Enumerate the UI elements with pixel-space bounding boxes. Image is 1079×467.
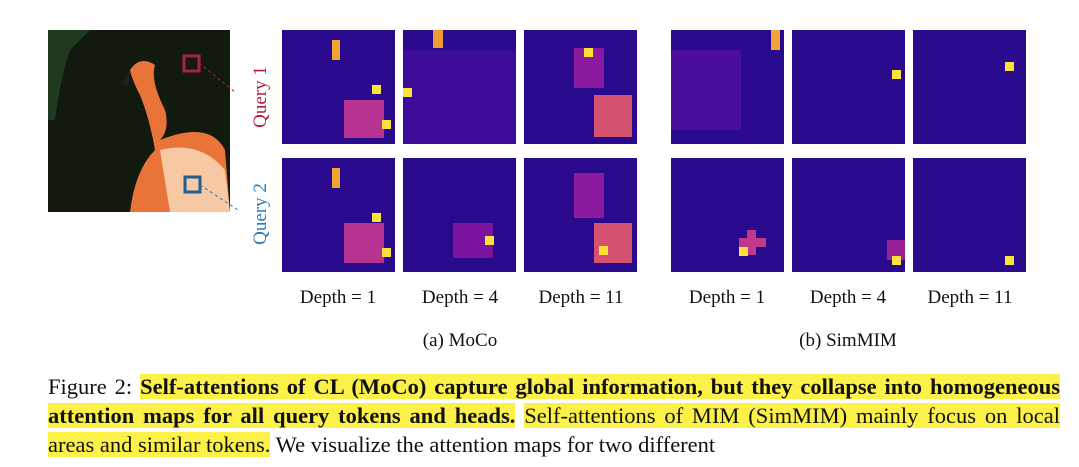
subfigure-label: (b) SimMIM	[799, 330, 897, 351]
attention-map	[913, 158, 1026, 272]
attention-map	[792, 30, 905, 144]
attention-map	[403, 30, 516, 144]
depth-label: Depth = 11	[539, 287, 624, 308]
query-label: Query 2	[250, 183, 271, 245]
attention-map	[282, 30, 395, 144]
query-image	[48, 30, 239, 212]
query-label: Query 1	[250, 66, 271, 128]
attention-map	[403, 158, 516, 272]
attention-map	[671, 30, 784, 144]
figure: Query 1 Query 2 Depth = 1 Depth = 4 Dept…	[48, 30, 1026, 351]
attention-map	[524, 30, 637, 144]
depth-label: Depth = 11	[928, 287, 1013, 308]
caption-prefix: Figure 2:	[48, 374, 133, 399]
caption-text: We visualize the attention maps for two …	[275, 432, 716, 457]
attention-map	[671, 158, 784, 272]
attention-map	[792, 158, 905, 272]
depth-label: Depth = 4	[810, 287, 887, 308]
attention-map	[913, 30, 1026, 144]
caption: Figure 2: Self-attentions of CL (MoCo) c…	[48, 372, 1061, 459]
depth-label: Depth = 1	[689, 287, 765, 308]
depth-label: Depth = 1	[300, 287, 376, 308]
attention-map	[524, 158, 637, 272]
subfigure-label: (a) MoCo	[423, 330, 497, 351]
depth-label: Depth = 4	[422, 287, 499, 308]
attention-map	[282, 158, 395, 272]
